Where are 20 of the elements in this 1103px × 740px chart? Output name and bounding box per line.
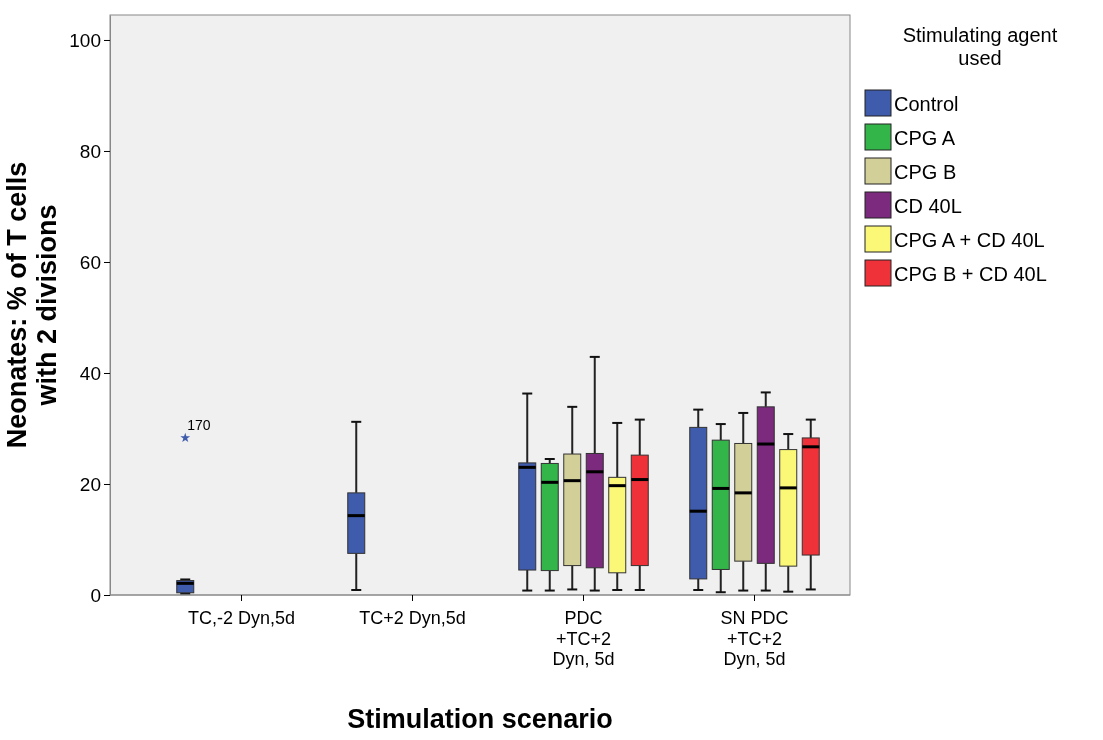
x-tick-label: TC,-2 Dyn,5d — [187, 607, 296, 628]
x-tick-label: PDC +TC+2 Dyn, 5d — [552, 607, 615, 670]
legend-label: CPG A + CD 40L — [894, 229, 1045, 251]
y-tick-label: 40 — [79, 362, 101, 384]
annotation: 170 — [187, 416, 211, 433]
y-tick-label: 0 — [90, 584, 101, 606]
legend-label: CPG A — [894, 127, 956, 149]
y-tick-label: 100 — [69, 29, 101, 51]
legend-label: Control — [894, 93, 959, 115]
legend-title: Stimulating agent used — [902, 24, 1058, 69]
y-axis-title: Neonates: % of T cells with 2 divisions — [2, 161, 62, 449]
y-tick-label: 20 — [79, 473, 101, 495]
y-tick-label: 80 — [79, 140, 101, 162]
x-axis-title: Stimulation scenario — [347, 704, 613, 734]
y-tick-label: 60 — [79, 251, 101, 273]
legend-label: CPG B — [894, 161, 957, 183]
x-tick-label: TC+2 Dyn,5d — [359, 607, 466, 628]
legend-label: CD 40L — [894, 195, 962, 217]
legend-label: CPG B + CD 40L — [894, 263, 1047, 285]
x-tick-label: SN PDC +TC+2 Dyn, 5d — [720, 607, 789, 670]
